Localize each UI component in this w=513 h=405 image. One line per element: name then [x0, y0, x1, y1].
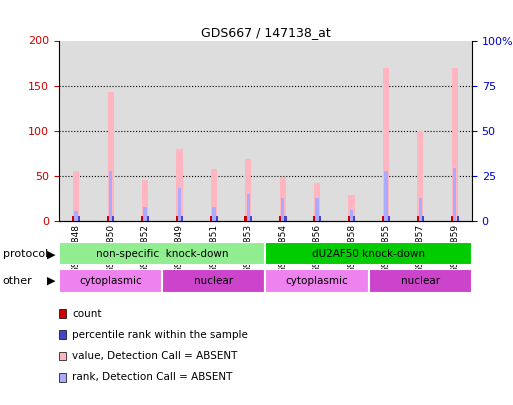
Text: count: count: [72, 309, 102, 319]
Bar: [112, 216, 114, 221]
Bar: [59, 269, 162, 293]
Bar: [314, 183, 320, 221]
Bar: [196, 40, 231, 221]
Bar: [177, 188, 181, 221]
Bar: [313, 216, 315, 221]
Bar: [281, 198, 284, 221]
Text: nuclear: nuclear: [194, 276, 233, 286]
Text: rank, Detection Call = ABSENT: rank, Detection Call = ABSENT: [72, 372, 232, 382]
Bar: [231, 40, 266, 221]
Text: ▶: ▶: [47, 249, 55, 259]
Bar: [247, 194, 250, 221]
Bar: [210, 216, 212, 221]
Bar: [417, 130, 423, 221]
Bar: [369, 269, 472, 293]
Bar: [453, 168, 457, 221]
Bar: [388, 216, 390, 221]
Bar: [334, 40, 369, 221]
Bar: [59, 242, 266, 265]
Bar: [265, 40, 300, 221]
Text: protocol: protocol: [3, 249, 48, 259]
Bar: [128, 40, 162, 221]
Text: percentile rank within the sample: percentile rank within the sample: [72, 330, 248, 340]
Text: nuclear: nuclear: [401, 276, 440, 286]
Bar: [403, 40, 438, 221]
Bar: [78, 216, 80, 221]
Bar: [141, 216, 143, 221]
Bar: [162, 269, 266, 293]
Title: GDS667 / 147138_at: GDS667 / 147138_at: [201, 26, 330, 39]
Bar: [284, 216, 286, 221]
Text: dU2AF50 knock-down: dU2AF50 knock-down: [312, 249, 425, 258]
Bar: [59, 40, 93, 221]
Bar: [451, 216, 453, 221]
Bar: [438, 40, 472, 221]
Bar: [266, 242, 472, 265]
Bar: [353, 216, 356, 221]
Bar: [383, 68, 389, 221]
Bar: [143, 207, 147, 221]
Bar: [319, 216, 321, 221]
Bar: [315, 198, 319, 221]
Bar: [280, 177, 286, 221]
Bar: [348, 196, 354, 221]
Bar: [212, 207, 215, 221]
Bar: [93, 40, 128, 221]
Bar: [457, 216, 459, 221]
Bar: [417, 216, 419, 221]
Bar: [422, 216, 424, 221]
Bar: [348, 216, 350, 221]
Text: cytoplasmic: cytoplasmic: [79, 276, 142, 286]
Bar: [162, 40, 196, 221]
Bar: [419, 198, 422, 221]
Text: cytoplasmic: cytoplasmic: [286, 276, 348, 286]
Bar: [108, 92, 114, 221]
Bar: [451, 68, 458, 221]
Bar: [107, 216, 109, 221]
Bar: [250, 216, 252, 221]
Bar: [147, 216, 149, 221]
Bar: [279, 216, 281, 221]
Bar: [72, 216, 74, 221]
Bar: [245, 216, 247, 221]
Bar: [245, 158, 251, 221]
Bar: [382, 216, 384, 221]
Bar: [211, 169, 217, 221]
Bar: [384, 171, 388, 221]
Bar: [350, 210, 353, 221]
Text: value, Detection Call = ABSENT: value, Detection Call = ABSENT: [72, 351, 238, 361]
Text: non-specific  knock-down: non-specific knock-down: [96, 249, 228, 258]
Bar: [176, 149, 183, 221]
Bar: [73, 171, 80, 221]
Bar: [175, 216, 177, 221]
Bar: [74, 211, 78, 221]
Bar: [215, 216, 218, 221]
Text: ▶: ▶: [47, 276, 55, 286]
Bar: [109, 171, 112, 221]
Bar: [142, 180, 148, 221]
Bar: [266, 269, 369, 293]
Bar: [300, 40, 334, 221]
Text: other: other: [3, 276, 32, 286]
Bar: [181, 216, 183, 221]
Bar: [369, 40, 403, 221]
